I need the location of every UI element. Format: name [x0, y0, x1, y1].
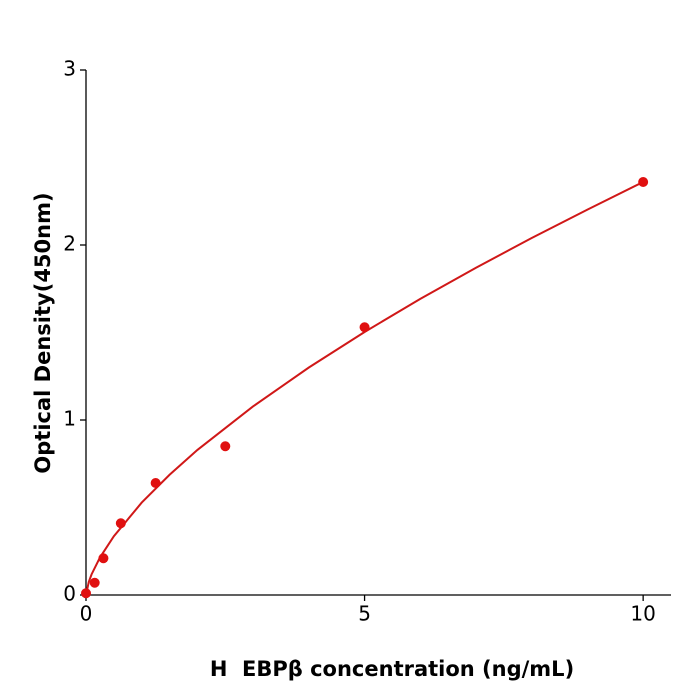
data-point — [150, 478, 161, 488]
data-point — [81, 588, 91, 599]
x-axis-title: H EBPβ concentration (ng/mL) — [210, 657, 574, 681]
data-point — [89, 577, 100, 588]
y-tick-label: 2 — [63, 232, 76, 256]
x-tick-label: 0 — [80, 602, 93, 626]
y-tick-label: 3 — [63, 57, 76, 81]
data-point — [638, 177, 649, 187]
x-tick-label: 5 — [358, 602, 371, 626]
data-point — [220, 441, 231, 452]
data-point — [359, 322, 370, 333]
y-tick-label: 1 — [63, 407, 76, 431]
y-axis-title: Optical Density(450nm) — [31, 192, 55, 473]
data-point — [115, 518, 126, 529]
y-tick-label: 0 — [63, 582, 76, 606]
data-point — [98, 553, 109, 564]
fit-curve — [85, 181, 644, 596]
x-tick-label: 10 — [630, 602, 655, 626]
